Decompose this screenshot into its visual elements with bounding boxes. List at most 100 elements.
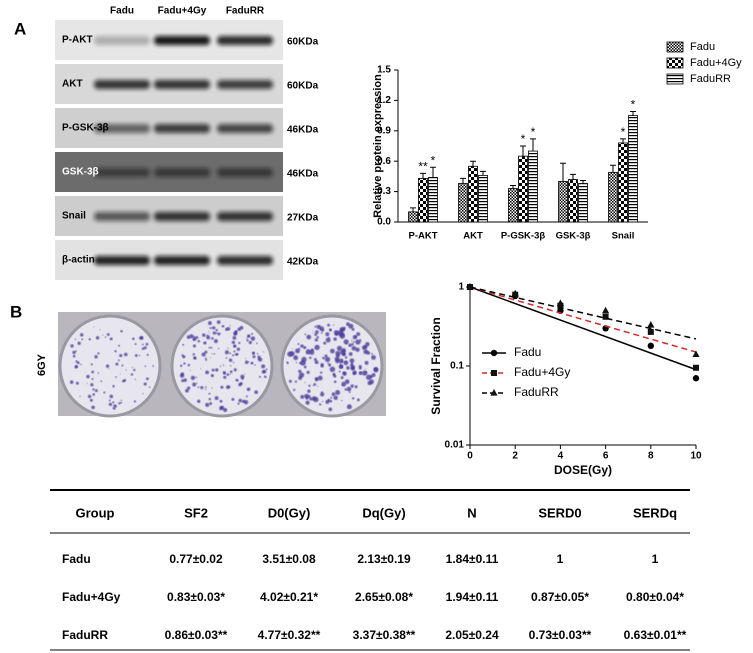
- colony: [248, 334, 250, 337]
- size-label: 60KDa: [287, 81, 319, 92]
- legend-label: FaduRR: [690, 73, 731, 85]
- bar: [518, 155, 528, 223]
- colony: [232, 361, 235, 364]
- colony: [118, 402, 121, 405]
- colony: [351, 345, 357, 351]
- data-point: [602, 313, 609, 320]
- significance: *: [621, 125, 626, 139]
- colony: [361, 340, 363, 342]
- colony: [219, 399, 223, 403]
- colony: [333, 337, 337, 341]
- significance: *: [521, 132, 526, 146]
- colony: [254, 364, 256, 366]
- colony: [213, 353, 216, 355]
- colony: [144, 365, 147, 368]
- colony: [87, 394, 92, 399]
- colony: [133, 368, 136, 372]
- colony: [315, 330, 319, 334]
- colony: [205, 386, 207, 388]
- colony: [90, 383, 94, 387]
- colony: [339, 364, 344, 369]
- colony: [219, 406, 224, 411]
- colony: [216, 320, 221, 324]
- colony: [251, 351, 256, 355]
- plate: [58, 314, 162, 418]
- colony: [343, 339, 349, 345]
- table-header: N: [467, 505, 476, 520]
- x-tick-label: 6: [603, 451, 609, 462]
- colony: [86, 374, 90, 379]
- colony: [298, 369, 302, 374]
- colony: [145, 342, 149, 346]
- colony: [233, 368, 237, 372]
- colony: [300, 394, 305, 399]
- colony: [346, 322, 350, 327]
- colony: [258, 357, 263, 362]
- colony: [152, 365, 155, 367]
- colony: [246, 339, 249, 342]
- colony: [294, 356, 296, 358]
- colony: [333, 374, 337, 378]
- blot-band: [217, 256, 273, 265]
- panel-label: B: [10, 302, 22, 321]
- colony: [121, 364, 124, 367]
- colony: [341, 381, 347, 387]
- table-cell: 3.51±0.08: [262, 552, 316, 566]
- colony: [250, 361, 254, 365]
- colony: [288, 379, 292, 383]
- colony: [252, 355, 256, 359]
- colony: [293, 355, 299, 361]
- colony: [346, 366, 350, 370]
- colony: [206, 335, 211, 340]
- blot-band: [154, 36, 210, 45]
- fit-line: [469, 286, 697, 353]
- x-tick-label: 4: [558, 451, 564, 462]
- colony: [113, 404, 117, 408]
- colony: [223, 375, 227, 379]
- colony: [130, 373, 134, 376]
- significance: **: [418, 160, 428, 174]
- colony: [124, 352, 128, 357]
- data-point: [647, 321, 655, 328]
- colony: [195, 376, 197, 379]
- colony: [237, 402, 240, 405]
- colony: [309, 349, 315, 355]
- bar: [508, 188, 518, 223]
- colony: [314, 344, 320, 351]
- colony: [80, 363, 82, 366]
- error-bar: [430, 166, 436, 178]
- colony: [301, 356, 307, 363]
- colony: [312, 332, 314, 334]
- x-tick-label: P-AKT: [408, 231, 437, 242]
- colony: [193, 356, 197, 360]
- colony: [200, 367, 202, 370]
- colony: [303, 346, 307, 350]
- colony: [221, 324, 225, 328]
- size-label: 46KDa: [287, 169, 319, 180]
- colony: [229, 373, 231, 375]
- protein-label: β-actin: [62, 255, 95, 266]
- colony: [305, 352, 308, 354]
- colony: [119, 373, 121, 375]
- protein-label: AKT: [62, 79, 83, 90]
- colony: [254, 390, 259, 395]
- colony: [215, 332, 218, 335]
- colony: [94, 355, 98, 359]
- colony: [193, 339, 195, 341]
- colony: [364, 360, 369, 365]
- colony: [182, 356, 185, 359]
- blot-band: [94, 168, 150, 177]
- colony: [79, 395, 81, 397]
- colony: [88, 338, 91, 341]
- colony: [93, 326, 95, 328]
- table-header: SF2: [184, 505, 208, 520]
- blot-band: [217, 212, 273, 221]
- table-cell: 0.87±0.05*: [531, 590, 589, 604]
- error-bar: [560, 162, 566, 182]
- colony: [108, 399, 111, 402]
- colony: [134, 354, 138, 357]
- blot-band: [94, 80, 150, 89]
- colony: [75, 350, 77, 353]
- colony: [219, 365, 222, 368]
